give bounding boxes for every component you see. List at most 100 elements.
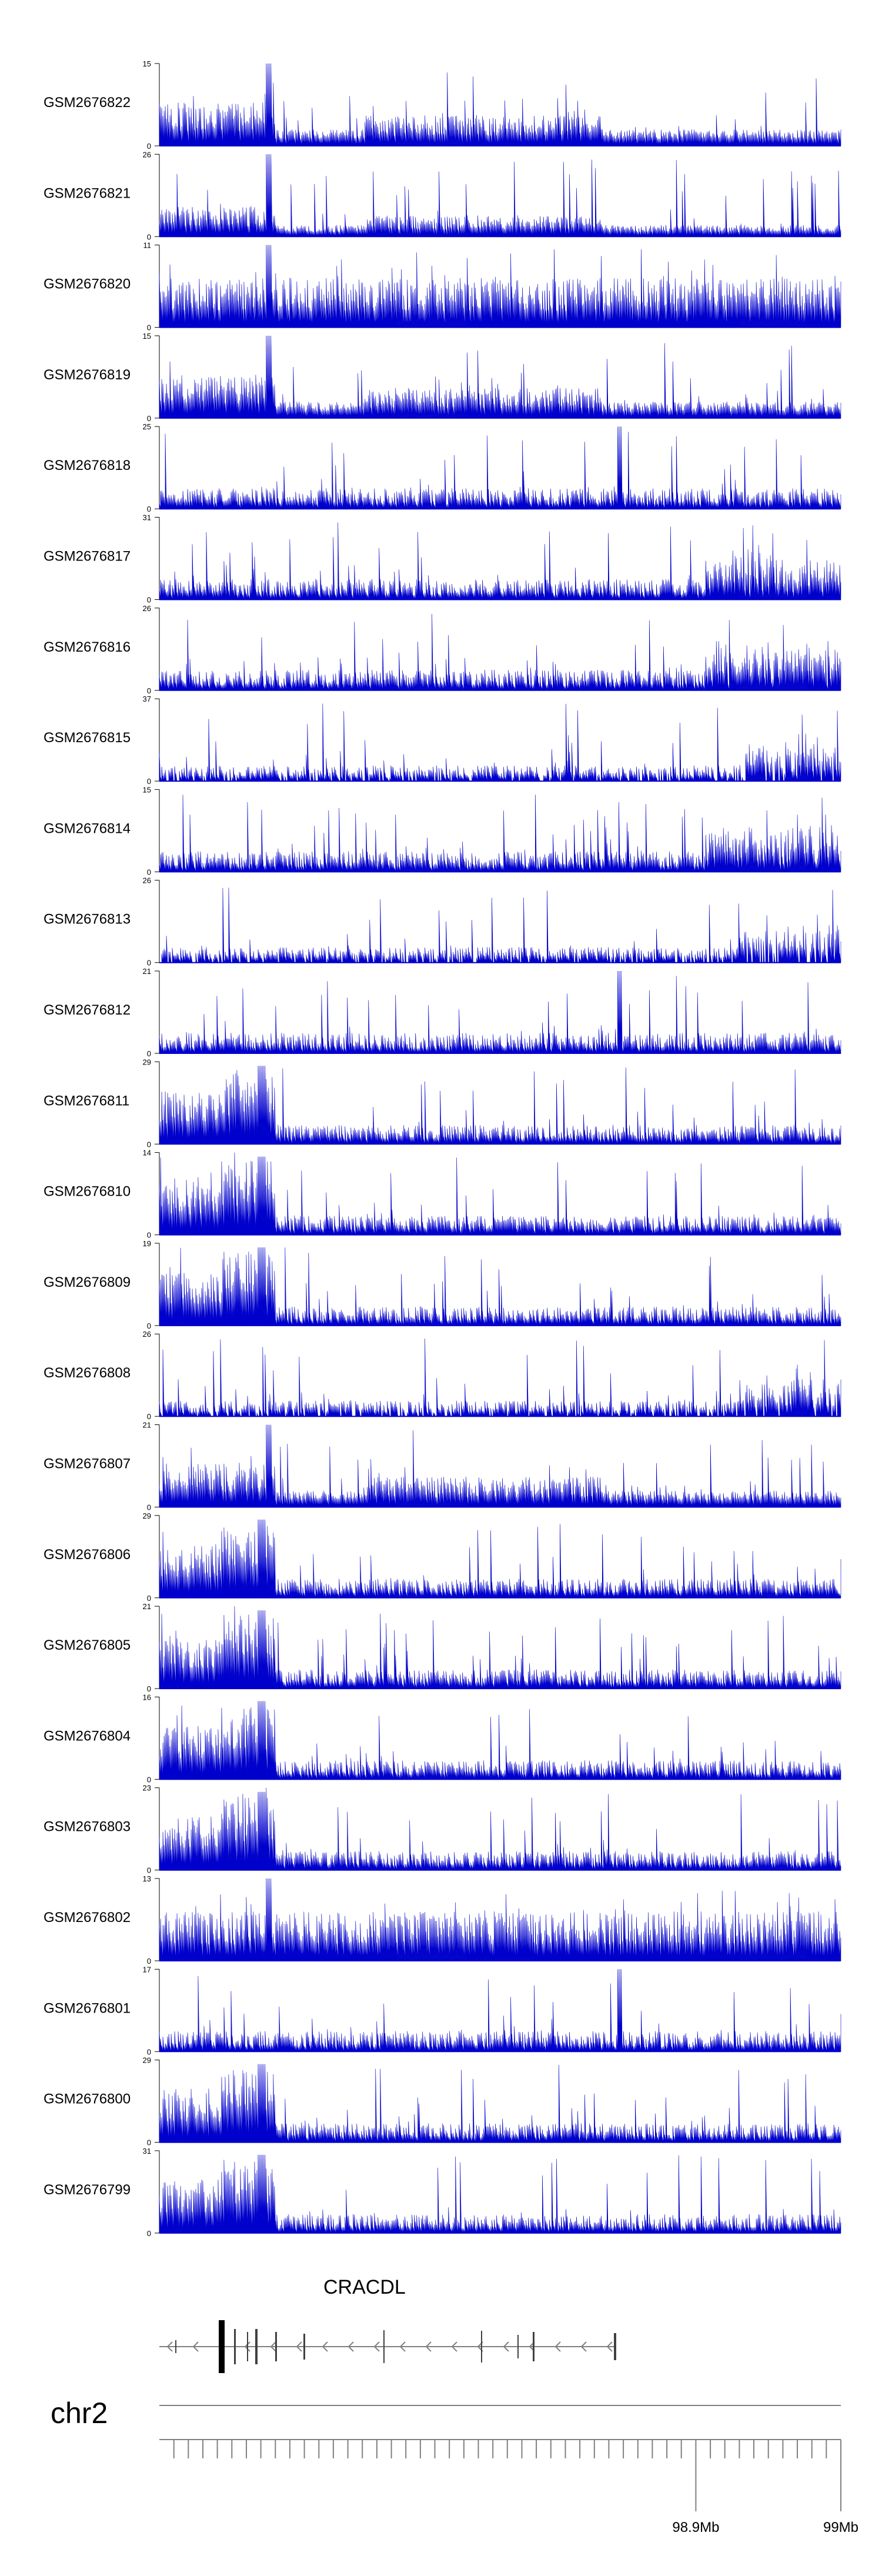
y-max-label: 21 — [143, 1602, 151, 1611]
track-gsm2676809: GSM2676809 19 0 — [44, 1239, 841, 1330]
track-gsm2676806: GSM2676806 29 0 — [44, 1511, 841, 1603]
strand-arrow-icon — [322, 2341, 328, 2352]
y-min-label: 0 — [147, 1594, 151, 1603]
coverage-signal — [159, 795, 841, 872]
coverage-signal — [159, 1701, 841, 1780]
y-min-label: 0 — [147, 2047, 151, 2056]
exon — [275, 2332, 277, 2361]
track-gsm2676821: GSM2676821 26 0 — [44, 150, 841, 241]
coverage-signal — [159, 245, 841, 328]
track-label: GSM2676818 — [44, 458, 131, 473]
y-min-label: 0 — [147, 959, 151, 967]
y-min-label: 0 — [147, 142, 151, 151]
y-max-label: 15 — [143, 332, 151, 341]
track-label: GSM2676800 — [44, 2091, 131, 2107]
exon — [255, 2329, 258, 2364]
track-label: GSM2676801 — [44, 2000, 131, 2016]
coverage-signal — [159, 1878, 841, 1961]
track-label: GSM2676817 — [44, 549, 131, 565]
y-max-label: 29 — [143, 1511, 151, 1520]
coverage-tracks: GSM2676822150GSM2676821260GSM2676820110G… — [44, 59, 841, 2238]
x-tick-label-99mb: 99Mb — [823, 2520, 858, 2535]
track-gsm2676808: GSM2676808 26 0 — [44, 1330, 841, 1421]
track-label: GSM2676803 — [44, 1819, 131, 1835]
y-min-label: 0 — [147, 1503, 151, 1512]
exon — [383, 2330, 385, 2363]
y-min-label: 0 — [147, 232, 151, 241]
y-max-label: 15 — [143, 59, 151, 68]
track-gsm2676819: GSM2676819 15 0 — [44, 332, 841, 423]
exon — [234, 2329, 236, 2364]
y-min-label: 0 — [147, 414, 151, 423]
track-label: GSM2676821 — [44, 185, 131, 201]
strand-arrow-icon — [451, 2341, 457, 2352]
track-label: GSM2676804 — [44, 1728, 131, 1744]
y-min-label: 0 — [147, 596, 151, 605]
y-max-label: 14 — [143, 1149, 151, 1157]
coverage-signal — [159, 1787, 841, 1870]
x-tick-label-98.9mb: 98.9Mb — [672, 2520, 719, 2535]
y-max-label: 17 — [143, 1965, 151, 1974]
y-min-label: 0 — [147, 1412, 151, 1421]
strand-arrow-icon — [554, 2341, 561, 2352]
strand-arrow-icon — [270, 2341, 276, 2352]
y-min-label: 0 — [147, 1775, 151, 1784]
track-label: GSM2676811 — [44, 1093, 129, 1109]
coverage-signal — [159, 522, 841, 600]
track-gsm2676800: GSM2676800 29 0 — [44, 2056, 841, 2147]
chromosome-axis: chr2 98.9Mb 99Mb — [51, 2397, 858, 2535]
track-gsm2676812: GSM2676812 21 0 — [44, 967, 841, 1058]
strand-arrow-icon — [373, 2341, 380, 2352]
y-max-label: 16 — [143, 1693, 151, 1701]
strand-arrow-icon — [425, 2341, 432, 2352]
y-max-label: 13 — [143, 1874, 151, 1883]
y-min-label: 0 — [147, 1957, 151, 1966]
strand-arrow-icon — [399, 2341, 406, 2352]
coverage-signal — [159, 426, 841, 509]
gene-model: CRACDL — [159, 2276, 616, 2373]
coverage-signal — [159, 63, 841, 146]
coverage-signal — [159, 2154, 841, 2234]
track-label: GSM2676802 — [44, 1910, 131, 1926]
track-label: GSM2676812 — [44, 1002, 131, 1018]
y-min-label: 0 — [147, 1684, 151, 1693]
coverage-signal — [159, 1606, 841, 1689]
coverage-signal — [159, 154, 841, 237]
track-label: GSM2676813 — [44, 912, 131, 927]
y-max-label: 26 — [143, 150, 151, 159]
strand-arrow-icon — [503, 2341, 509, 2352]
track-gsm2676813: GSM2676813 26 0 — [44, 876, 841, 967]
y-min-label: 0 — [147, 323, 151, 332]
track-label: GSM2676806 — [44, 1547, 131, 1563]
track-gsm2676810: GSM2676810 14 0 — [44, 1149, 841, 1240]
track-label: GSM2676807 — [44, 1456, 131, 1472]
coverage-signal — [159, 703, 841, 782]
y-min-label: 0 — [147, 777, 151, 786]
track-label: GSM2676819 — [44, 367, 131, 383]
strand-arrow-icon — [580, 2341, 587, 2352]
exon — [517, 2335, 519, 2358]
chromosome-label: chr2 — [51, 2397, 108, 2430]
y-max-label: 21 — [143, 1421, 151, 1430]
strand-arrow-icon — [166, 2341, 173, 2352]
coverage-signal — [159, 1247, 841, 1326]
track-label: GSM2676820 — [44, 276, 131, 292]
track-gsm2676807: GSM2676807 21 0 — [44, 1421, 841, 1512]
y-min-label: 0 — [147, 867, 151, 876]
track-gsm2676815: GSM2676815 37 0 — [44, 695, 841, 786]
gene-exons — [175, 2320, 616, 2373]
y-max-label: 26 — [143, 1330, 151, 1339]
y-min-label: 0 — [147, 1322, 151, 1330]
coverage-signal — [159, 1338, 841, 1417]
coverage-signal — [159, 335, 841, 419]
track-gsm2676804: GSM2676804 16 0 — [44, 1693, 841, 1784]
y-max-label: 15 — [143, 785, 151, 794]
gene-label: CRACDL — [323, 2276, 406, 2298]
track-gsm2676818: GSM2676818 25 0 — [44, 422, 841, 513]
y-min-label: 0 — [147, 1049, 151, 1058]
y-min-label: 0 — [147, 1866, 151, 1875]
track-gsm2676811: GSM2676811 29 0 — [44, 1057, 841, 1149]
coverage-signal — [159, 613, 841, 691]
y-max-label: 29 — [143, 2056, 151, 2065]
